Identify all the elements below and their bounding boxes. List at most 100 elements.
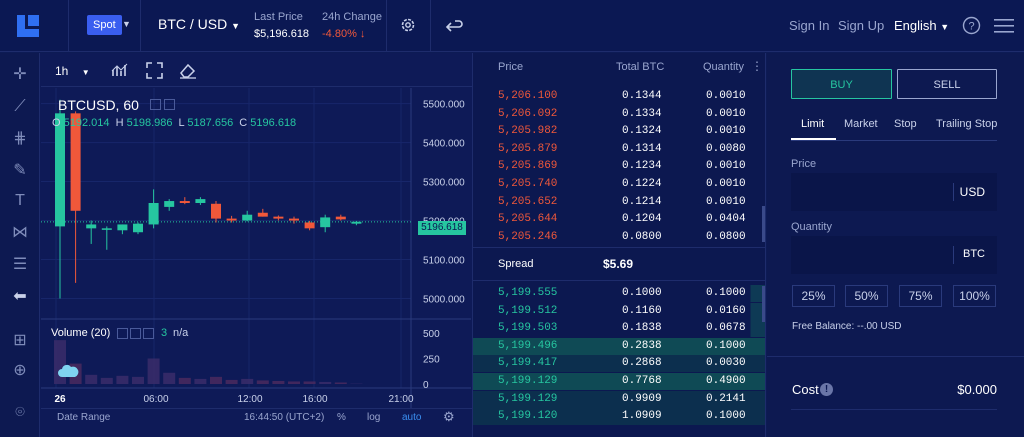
order-quantity: 0.0800: [706, 230, 746, 243]
ask-row[interactable]: 5,205.644 0.1204 0.0404: [473, 211, 765, 228]
bid-row[interactable]: 5,199.496 0.2838 0.1000: [473, 337, 765, 355]
bid-row[interactable]: 5,199.555 0.1000 0.1000: [473, 285, 765, 302]
order-price: 5,199.120: [498, 410, 558, 423]
language-selector[interactable]: English ▼: [894, 18, 949, 33]
bids-scrollbar[interactable]: [762, 286, 765, 322]
chevron-down-icon[interactable]: ▼: [122, 19, 131, 29]
zoom-in-icon[interactable]: ⊕: [13, 362, 27, 379]
volume-bar: [241, 378, 254, 384]
ask-row[interactable]: 5,205.879 0.1314 0.0080: [473, 141, 765, 158]
order-total: 0.1838: [622, 322, 662, 335]
crosshair-icon[interactable]: ✛: [13, 66, 27, 83]
percent-100-button[interactable]: 100%: [953, 285, 996, 307]
eye-icon[interactable]: [150, 99, 161, 110]
tab-limit[interactable]: Limit: [801, 118, 825, 130]
quantity-input[interactable]: BTC: [791, 236, 997, 274]
order-total: 0.2868: [622, 357, 662, 370]
settings-icon[interactable]: [130, 328, 141, 339]
tab-market[interactable]: Market: [844, 118, 878, 130]
volume-bar: [178, 377, 191, 384]
ask-row[interactable]: 5,206.100 0.1344 0.0010: [473, 88, 765, 105]
price-tick-label: 5100.000: [423, 256, 465, 267]
text-tool-icon[interactable]: T: [15, 192, 25, 209]
gear-icon[interactable]: ⚙: [443, 409, 455, 424]
volume-bar: [334, 382, 347, 384]
percent-50-button[interactable]: 50%: [845, 285, 888, 307]
order-quantity: 0.1000: [706, 287, 746, 299]
divider: [767, 356, 1024, 357]
brush-icon[interactable]: ✎: [13, 162, 27, 179]
candle-up: [195, 199, 206, 203]
pair-selector[interactable]: BTC / USD ▼: [158, 16, 240, 32]
volume-value: 3: [161, 327, 168, 339]
measure-icon[interactable]: ⊞: [13, 332, 27, 349]
close-icon[interactable]: [143, 328, 154, 339]
arrow-left-icon[interactable]: ⬅: [13, 288, 27, 305]
percent-75-button[interactable]: 75%: [899, 285, 942, 307]
interval-selector[interactable]: 1h ▼: [55, 64, 90, 78]
more-options-icon[interactable]: ⋮: [751, 59, 763, 73]
help-icon[interactable]: ?: [962, 16, 981, 35]
pattern-tool-icon[interactable]: ⋈: [12, 224, 28, 241]
ask-row[interactable]: 5,205.869 0.1234 0.0010: [473, 158, 765, 175]
ask-row[interactable]: 5,205.740 0.1224 0.0010: [473, 176, 765, 193]
chart-type-icon[interactable]: [111, 62, 129, 78]
ask-row[interactable]: 5,206.092 0.1334 0.0010: [473, 106, 765, 123]
order-quantity: 0.0010: [706, 107, 746, 120]
auto-toggle[interactable]: auto: [402, 412, 422, 423]
liquid-logo-icon[interactable]: [14, 12, 44, 40]
date-range-button[interactable]: Date Range: [57, 412, 111, 423]
asks-scrollbar[interactable]: [762, 206, 765, 242]
series-controls[interactable]: [150, 99, 178, 110]
trend-line-icon[interactable]: ⟋: [14, 98, 26, 115]
bid-row[interactable]: 5,199.120 1.0909 0.1000: [473, 408, 765, 426]
language-label: English: [894, 18, 937, 33]
order-total: 0.1224: [622, 178, 662, 190]
magnet-icon[interactable]: ⌾: [15, 404, 25, 421]
price-chart[interactable]: 5500.0005400.0005300.0005200.0005100.000…: [41, 88, 471, 437]
sell-button[interactable]: SELL: [897, 69, 997, 99]
log-toggle[interactable]: log: [367, 412, 381, 423]
ask-row[interactable]: 5,205.652 0.1214 0.0010: [473, 194, 765, 211]
bid-row[interactable]: 5,199.417 0.2868 0.0030: [473, 355, 765, 373]
tab-trailing-stop[interactable]: Trailing Stop: [936, 118, 998, 130]
ask-row[interactable]: 5,205.246 0.0800 0.0800: [473, 229, 765, 246]
bid-row[interactable]: 5,199.129 0.7768 0.4900: [473, 373, 765, 390]
bid-row[interactable]: 5,199.129 0.9909 0.2141: [473, 390, 765, 408]
order-total: 0.2838: [622, 339, 662, 352]
volume-controls[interactable]: [117, 328, 157, 339]
ohlc-legend: O 5192.014 H 5198.986 L 5187.656 C 5196.…: [52, 117, 296, 129]
fib-tool-icon[interactable]: ⋕: [13, 130, 27, 147]
order-quantity: 0.0010: [706, 178, 746, 190]
prediction-tool-icon[interactable]: ☰: [12, 256, 28, 273]
order-quantity: 0.0030: [706, 357, 746, 370]
bid-row[interactable]: 5,199.503 0.1838 0.0678: [473, 320, 765, 338]
buy-button[interactable]: BUY: [791, 69, 892, 99]
gear-icon[interactable]: [399, 16, 417, 34]
eye-icon[interactable]: [117, 328, 128, 339]
fullscreen-icon[interactable]: [146, 62, 163, 79]
order-total: 0.1214: [622, 195, 662, 208]
order-quantity: 0.1000: [706, 410, 746, 423]
svg-text:?: ?: [968, 21, 974, 33]
market-type-button[interactable]: Spot: [87, 15, 122, 35]
return-icon[interactable]: [444, 16, 464, 34]
volume-bar: [194, 378, 207, 384]
percent-toggle[interactable]: %: [337, 412, 346, 423]
eraser-icon[interactable]: [179, 62, 197, 79]
close-value: 5196.618: [250, 117, 297, 129]
bid-row[interactable]: 5,199.512 0.1160 0.0160: [473, 302, 765, 320]
tab-stop[interactable]: Stop: [894, 118, 917, 130]
menu-icon[interactable]: [994, 19, 1014, 33]
free-balance-value: --.00 USD: [857, 321, 902, 332]
price-input[interactable]: USD: [791, 173, 997, 211]
percent-25-button[interactable]: 25%: [792, 285, 835, 307]
settings-icon[interactable]: [164, 99, 175, 110]
order-quantity: 0.2141: [706, 392, 746, 405]
info-icon[interactable]: !: [820, 383, 833, 396]
ask-row[interactable]: 5,205.982 0.1324 0.0010: [473, 123, 765, 140]
sign-in-link[interactable]: Sign In: [789, 18, 830, 33]
sign-up-link[interactable]: Sign Up: [838, 18, 885, 33]
order-book: Price Total BTC Quantity ⋮ 5,206.100 0.13…: [472, 53, 766, 437]
candlesticks: [55, 99, 362, 299]
